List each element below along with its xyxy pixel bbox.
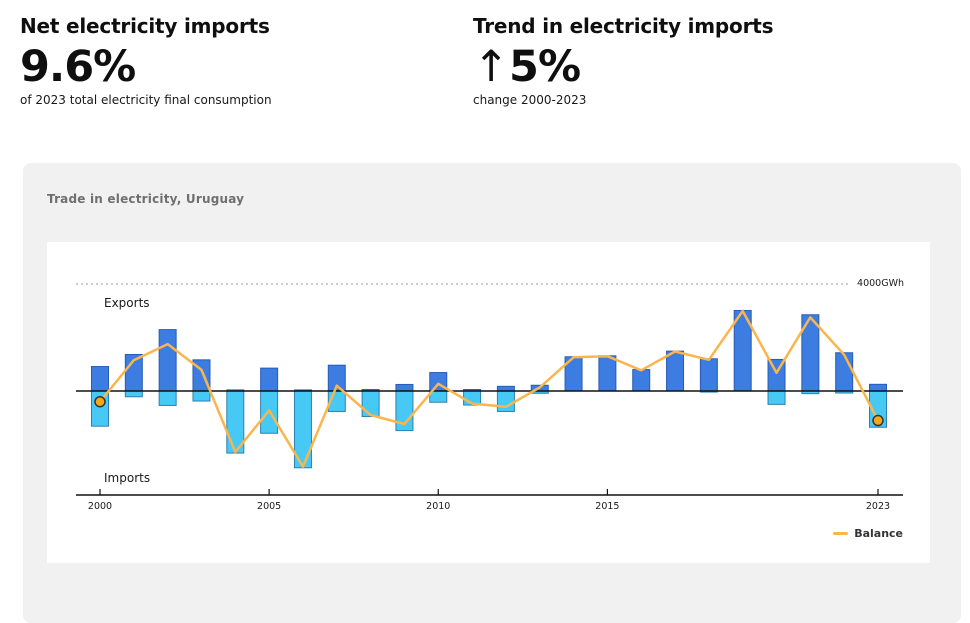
export-bar-2022[interactable] bbox=[835, 352, 854, 392]
x-tick-label-2015: 2015 bbox=[595, 501, 620, 512]
balance-marker-2000[interactable] bbox=[94, 395, 106, 408]
import-bar-2008[interactable] bbox=[361, 390, 380, 418]
chart-plot[interactable]: Balance 2000 2005 2010 2015 2023 Exports Impor… bbox=[47, 242, 930, 563]
export-bar-2023[interactable] bbox=[868, 383, 887, 392]
export-bar-2009[interactable] bbox=[395, 383, 414, 392]
stat-trend-caption: change 2000-2023 bbox=[473, 93, 587, 108]
chart-title: Trade in electricity, Uruguay bbox=[47, 192, 245, 206]
stat-net-caption: of 2023 total electricity final consumpt… bbox=[20, 93, 272, 108]
export-bar-2005[interactable] bbox=[260, 367, 279, 392]
balance-line-swatch-icon bbox=[833, 532, 849, 535]
stat-net-value: 9.6% bbox=[20, 42, 136, 92]
import-bar-2002[interactable] bbox=[158, 390, 177, 406]
import-bar-2020[interactable] bbox=[767, 390, 786, 405]
stat-net-title: Net electricity imports bbox=[20, 14, 270, 38]
x-tick-label-2010: 2010 bbox=[426, 501, 451, 512]
stat-trend-title: Trend in electricity imports bbox=[473, 14, 774, 38]
trade-chart-card: Trade in electricity, Uruguay Balance 20… bbox=[23, 163, 961, 623]
export-bar-2015[interactable] bbox=[598, 355, 617, 392]
x-tick-label-2023: 2023 bbox=[865, 501, 891, 512]
balance-marker-2023[interactable] bbox=[872, 414, 884, 427]
stats-header: Net electricity imports 9.6% of 2023 tot… bbox=[0, 0, 970, 150]
exports-region-label: Exports bbox=[104, 296, 150, 310]
legend-item-balance[interactable]: Balance bbox=[833, 527, 903, 540]
up-arrow-icon: ↑ bbox=[473, 42, 509, 92]
gridline-4000gwh-label: 4000GWh bbox=[857, 278, 904, 289]
stat-trend-imports: Trend in electricity imports ↑5% change … bbox=[473, 14, 774, 108]
imports-region-label: Imports bbox=[104, 471, 151, 485]
trade-chart-svg bbox=[76, 283, 903, 496]
export-bar-2017[interactable] bbox=[666, 350, 685, 392]
stat-trend-value: ↑5% bbox=[473, 42, 773, 92]
legend-balance-label: Balance bbox=[854, 527, 903, 540]
x-tick-label-2000: 2000 bbox=[87, 501, 113, 512]
export-bar-2016[interactable] bbox=[632, 369, 651, 392]
import-bar-2003[interactable] bbox=[192, 390, 211, 402]
export-bar-2018[interactable] bbox=[699, 358, 718, 392]
stat-net-imports: Net electricity imports 9.6% of 2023 tot… bbox=[20, 14, 272, 107]
x-tick-label-2005: 2005 bbox=[257, 501, 282, 512]
export-bar-2000[interactable] bbox=[91, 366, 109, 392]
stat-trend-number: 5% bbox=[509, 42, 581, 92]
export-bar-2002[interactable] bbox=[158, 329, 177, 392]
import-bar-2001[interactable] bbox=[124, 390, 143, 398]
balance-line bbox=[98, 309, 880, 468]
import-bar-2012[interactable] bbox=[496, 390, 515, 412]
